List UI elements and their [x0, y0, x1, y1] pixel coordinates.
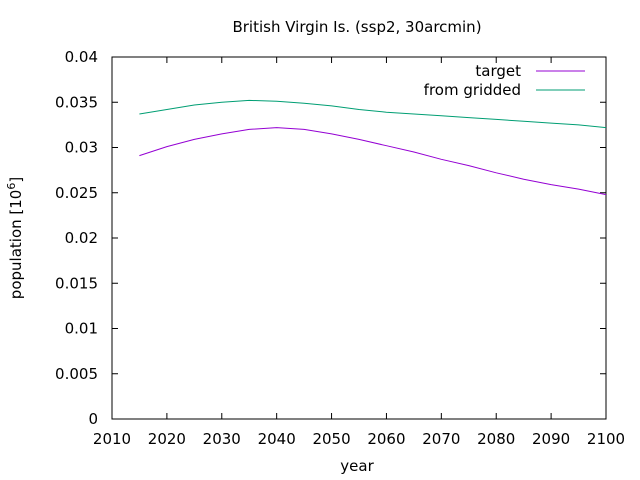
x-tick-label: 2050 [312, 430, 350, 448]
x-tick-label: 2060 [367, 430, 405, 448]
x-tick-label: 2070 [422, 430, 460, 448]
y-tick-label: 0.04 [65, 48, 98, 66]
y-tick-label: 0.01 [65, 320, 98, 338]
y-tick-label: 0.02 [65, 229, 98, 247]
x-axis-label: year [340, 457, 374, 475]
plot-area [111, 56, 607, 420]
chart-title: British Virgin Is. (ssp2, 30arcmin) [232, 18, 481, 36]
x-tick-label: 2100 [587, 430, 625, 448]
x-tick-label: 2030 [203, 430, 241, 448]
x-tick-label: 2040 [258, 430, 296, 448]
y-tick-label: 0.015 [55, 274, 98, 292]
x-tick-label: 2080 [477, 430, 515, 448]
y-axis-label-main: population [10 [7, 190, 25, 300]
x-tick-label: 2010 [93, 430, 131, 448]
x-tick-label: 2090 [532, 430, 570, 448]
x-tick-label: 2020 [148, 430, 186, 448]
legend-label-1: from gridded [424, 81, 521, 99]
series-line-0 [139, 127, 607, 196]
y-tick-label: 0.03 [65, 139, 98, 157]
y-tick-label: 0.005 [55, 365, 98, 383]
y-axis-label-close: ] [7, 177, 25, 183]
series-layer [139, 99, 607, 196]
x-axis: 2010 2020 2030 2040 2050 2060 2070 2080 2090 2100 [93, 57, 625, 448]
legend-label-0: target [475, 62, 521, 80]
plot-border [111, 56, 607, 420]
y-axis-label: population [106] [5, 177, 25, 299]
series-line-1 [139, 99, 607, 129]
y-tick-label: 0.035 [55, 93, 98, 111]
y-axis: 0 0.005 0.01 0.015 0.02 0.025 0.03 0.035 0.04 [55, 48, 606, 428]
y-tick-label: 0 [88, 410, 98, 428]
y-tick-label: 0.025 [55, 184, 98, 202]
y-axis-label-exponent: 6 [5, 183, 18, 190]
